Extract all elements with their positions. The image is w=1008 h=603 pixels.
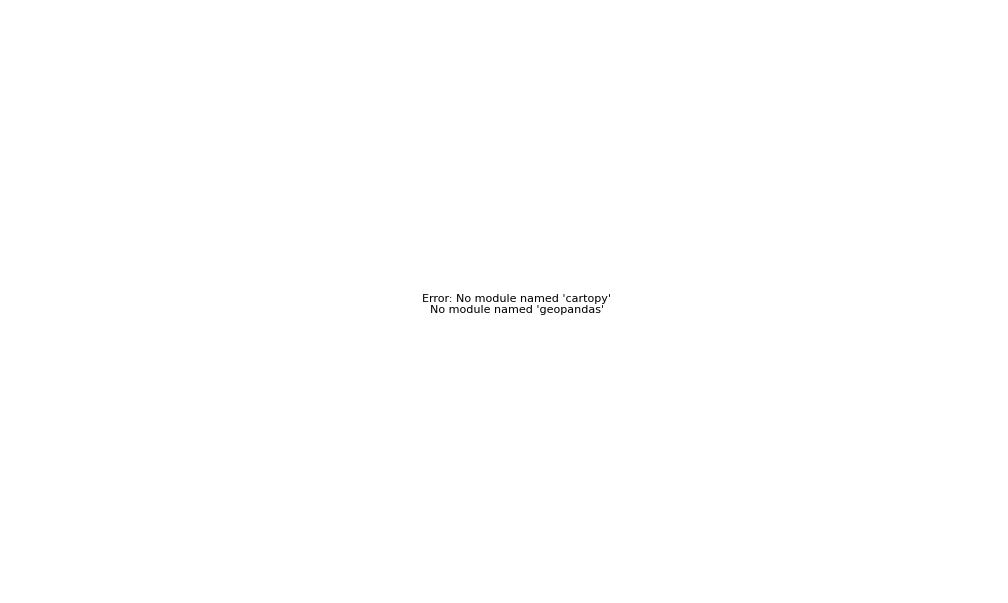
Text: Error: No module named 'cartopy'
No module named 'geopandas': Error: No module named 'cartopy' No modu… <box>422 294 611 315</box>
